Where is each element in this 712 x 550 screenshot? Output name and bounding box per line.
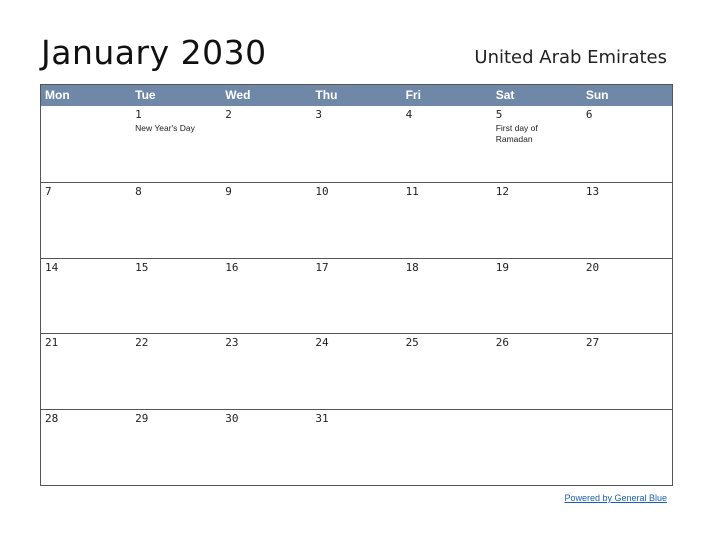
calendar-weeks: 1 New Year's Day 2 3 4 5 First day of Ramadan 6…: [41, 106, 672, 485]
day-number: 16: [225, 260, 239, 274]
week-row: 1 New Year's Day 2 3 4 5 First day of Ramadan 6: [41, 106, 672, 182]
day-cell[interactable]: 27: [582, 334, 672, 409]
day-number: 2: [225, 108, 232, 121]
day-cell[interactable]: 25: [402, 334, 492, 409]
day-number: 24: [315, 336, 329, 350]
day-cell[interactable]: 1 New Year's Day: [131, 106, 221, 182]
week-row: 28 29 30 31: [41, 409, 672, 485]
calendar-grid: Mon Tue Wed Thu Fri Sat Sun 1 New Year's …: [40, 84, 673, 486]
weekday-sun: Sun: [585, 88, 609, 102]
day-cell[interactable]: 14: [41, 259, 131, 334]
day-cell[interactable]: [402, 410, 492, 485]
day-cell[interactable]: 22: [131, 334, 221, 409]
powered-by-link[interactable]: Powered by General Blue: [564, 493, 667, 503]
day-number: 28: [45, 412, 59, 426]
day-cell[interactable]: [41, 106, 131, 182]
day-number: 30: [225, 412, 239, 426]
day-number: 20: [585, 260, 600, 274]
day-number: 23: [225, 336, 239, 350]
day-number: 27: [585, 336, 600, 350]
day-cell[interactable]: 31: [311, 410, 401, 485]
day-cell[interactable]: 12: [492, 183, 582, 258]
week-row: 21 22 23 24 25 26 27: [41, 333, 672, 409]
country-label: United Arab Emirates: [474, 47, 667, 68]
weekday-header: Mon Tue Wed Thu Fri Sat Sun: [41, 85, 672, 106]
day-cell[interactable]: 10: [311, 183, 401, 258]
weekday-sat: Sat: [495, 88, 515, 102]
weekday-thu: Thu: [315, 88, 338, 102]
day-cell[interactable]: 20: [582, 259, 672, 334]
day-cell[interactable]: 23: [221, 334, 311, 409]
day-number: 3: [315, 108, 323, 121]
week-row: 7 8 9 10 11 12 13: [41, 181, 672, 258]
day-cell[interactable]: 19: [492, 259, 582, 334]
day-cell[interactable]: 16: [221, 259, 311, 334]
day-cell[interactable]: 29: [131, 410, 221, 485]
day-cell[interactable]: 8: [131, 183, 221, 258]
day-cell[interactable]: 30: [221, 410, 311, 485]
day-number: 11: [405, 184, 419, 198]
day-cell[interactable]: 4: [402, 106, 492, 182]
weekday-mon: Mon: [45, 88, 70, 102]
day-cell[interactable]: 24: [311, 334, 401, 409]
day-cell[interactable]: 11: [402, 183, 492, 258]
day-cell[interactable]: 13: [582, 183, 672, 258]
day-number: 7: [45, 184, 52, 198]
day-number: 25: [405, 336, 419, 350]
day-number: 29: [135, 412, 149, 426]
day-number: 18: [405, 260, 419, 274]
day-number: 13: [585, 184, 600, 198]
weekday-wed: Wed: [225, 88, 251, 102]
day-cell[interactable]: 17: [311, 259, 401, 334]
day-number: 10: [315, 184, 329, 198]
day-cell[interactable]: 7: [41, 183, 131, 258]
day-number: 26: [495, 336, 509, 350]
day-number: 6: [585, 108, 593, 121]
day-cell[interactable]: 21: [41, 334, 131, 409]
day-cell[interactable]: 3: [311, 106, 401, 182]
day-cell[interactable]: [582, 410, 672, 485]
holiday-label: New Year's Day: [135, 123, 195, 133]
day-cell[interactable]: 9: [221, 183, 311, 258]
weekday-fri: Fri: [405, 88, 421, 102]
weekday-tue: Tue: [135, 88, 156, 102]
day-cell[interactable]: 2: [221, 106, 311, 182]
day-number: 9: [225, 184, 232, 198]
day-number: 19: [495, 260, 509, 274]
day-number: 15: [135, 260, 149, 274]
day-number: 31: [315, 412, 329, 426]
day-number: 14: [45, 260, 59, 274]
day-number: 4: [405, 108, 413, 121]
day-cell[interactable]: 26: [492, 334, 582, 409]
day-number: 21: [45, 336, 59, 350]
week-row: 14 15 16 17 18 19 20: [41, 257, 672, 334]
day-number: 12: [495, 184, 509, 198]
day-cell[interactable]: 6: [582, 106, 672, 182]
day-cell[interactable]: 15: [131, 259, 221, 334]
day-number: 17: [315, 260, 329, 274]
day-cell[interactable]: 28: [41, 410, 131, 485]
day-number: 1: [135, 108, 142, 121]
day-cell[interactable]: 18: [402, 259, 492, 334]
day-number: 5: [495, 108, 503, 121]
day-number: 22: [135, 336, 149, 350]
day-cell[interactable]: 5 First day of Ramadan: [492, 106, 582, 182]
page-title: January 2030: [41, 33, 267, 72]
day-cell[interactable]: [492, 410, 582, 485]
day-number: 8: [135, 184, 142, 198]
holiday-label: First day of Ramadan: [495, 123, 538, 144]
